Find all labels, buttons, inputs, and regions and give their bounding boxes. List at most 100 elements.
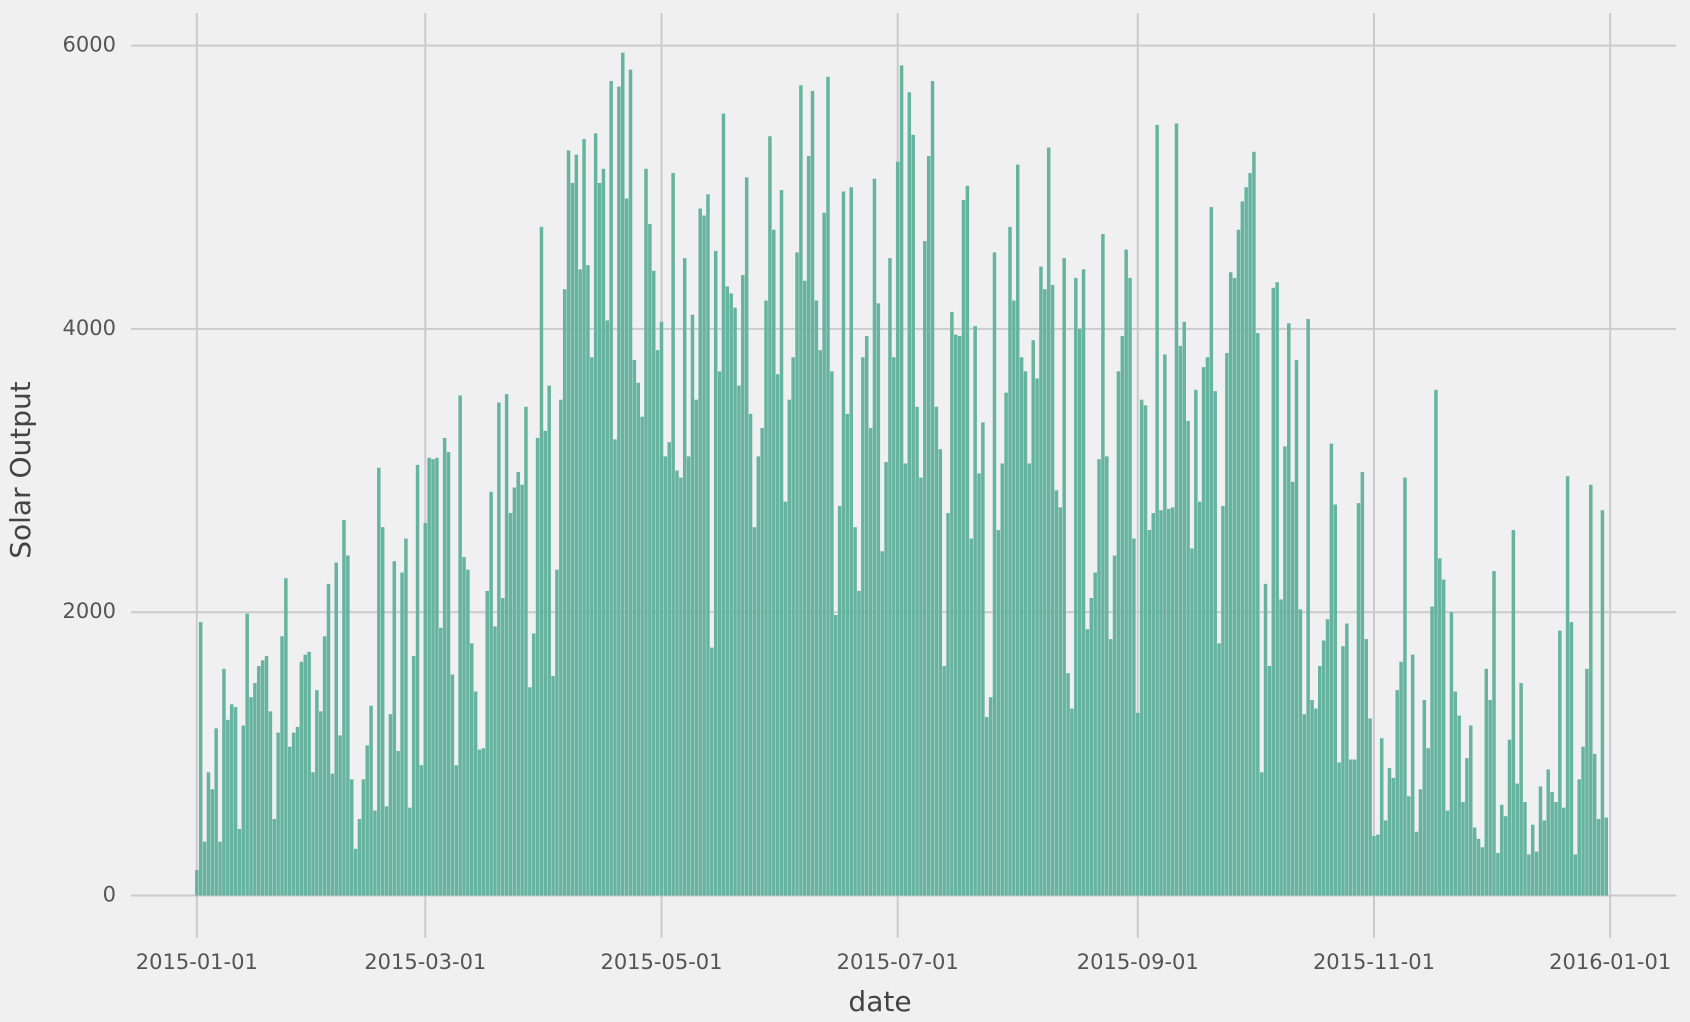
bar — [353, 848, 358, 896]
bar — [384, 806, 389, 896]
bar — [1418, 789, 1423, 896]
bar — [938, 449, 943, 896]
bar — [721, 113, 726, 896]
bar — [431, 459, 435, 896]
bar — [369, 705, 373, 896]
bar — [276, 732, 280, 896]
bar — [1155, 124, 1159, 896]
bar — [574, 154, 579, 896]
bar — [624, 198, 629, 896]
bar — [543, 430, 548, 896]
bar — [1093, 572, 1097, 896]
bar — [1267, 666, 1272, 896]
bar — [752, 527, 757, 896]
bar — [1201, 367, 1206, 896]
bar — [741, 275, 745, 896]
bar — [1314, 708, 1318, 896]
bar — [1302, 714, 1307, 896]
bar — [454, 765, 459, 896]
bar — [1259, 772, 1264, 896]
bar — [229, 704, 234, 896]
bar — [954, 334, 958, 896]
bar — [1136, 712, 1140, 896]
bar — [1341, 646, 1345, 896]
bar — [1124, 249, 1128, 896]
bar — [318, 711, 323, 896]
bar — [1209, 207, 1214, 896]
bar — [1275, 282, 1279, 896]
bar — [1573, 854, 1578, 896]
bar — [1554, 802, 1558, 896]
bar — [408, 807, 412, 896]
bar — [1035, 378, 1039, 896]
bar — [1395, 690, 1399, 896]
bar — [1348, 759, 1353, 896]
bar — [628, 69, 633, 896]
bar — [957, 335, 962, 896]
bar — [198, 622, 203, 896]
bar — [415, 464, 420, 896]
bar — [1039, 266, 1043, 896]
bar — [555, 569, 559, 896]
bar — [1244, 187, 1248, 896]
bar — [516, 471, 520, 896]
bar — [733, 307, 737, 896]
bar — [717, 371, 722, 896]
bar — [462, 556, 466, 896]
bar — [1170, 507, 1175, 896]
bar — [1364, 639, 1368, 896]
bar — [853, 527, 857, 896]
bar — [892, 357, 896, 896]
bar — [1546, 769, 1550, 896]
bar — [1058, 507, 1063, 896]
bar — [377, 467, 381, 896]
bar — [466, 569, 470, 896]
bar — [578, 269, 582, 896]
bar — [237, 828, 242, 896]
bar — [195, 870, 199, 896]
bar — [942, 666, 946, 896]
bar — [1457, 715, 1461, 896]
bar — [667, 442, 671, 896]
bar — [1511, 530, 1516, 896]
bar — [1325, 619, 1330, 896]
bar — [1519, 683, 1523, 896]
x-tick-label: 2015-03-01 — [364, 950, 486, 974]
bar — [241, 725, 246, 896]
bar — [500, 598, 505, 896]
bar — [1019, 357, 1024, 896]
bar — [1089, 598, 1094, 896]
bar — [1279, 599, 1283, 896]
bar — [1472, 827, 1477, 896]
bar — [1596, 819, 1601, 896]
bar — [779, 190, 784, 896]
bar — [497, 402, 501, 896]
bar — [915, 406, 919, 896]
bar — [361, 779, 366, 896]
bar — [411, 656, 416, 896]
bar — [1333, 504, 1337, 896]
bar — [675, 470, 679, 896]
bar — [1321, 640, 1326, 896]
bar — [1480, 847, 1485, 896]
bar — [1097, 459, 1101, 896]
bar — [1186, 420, 1190, 896]
bar — [1178, 345, 1183, 896]
bar — [880, 551, 884, 896]
y-axis-label: Solar Output — [4, 381, 37, 559]
bar — [1426, 748, 1430, 896]
bar — [965, 185, 970, 896]
bar — [218, 841, 222, 896]
bar — [404, 538, 408, 896]
bar — [694, 399, 699, 896]
bar — [446, 452, 451, 896]
bar — [1469, 725, 1473, 896]
bar — [268, 711, 273, 896]
bar — [841, 191, 846, 896]
bar — [609, 80, 613, 896]
bar — [307, 651, 311, 896]
bar — [1190, 548, 1194, 896]
bar — [690, 314, 695, 896]
bar — [485, 590, 489, 896]
